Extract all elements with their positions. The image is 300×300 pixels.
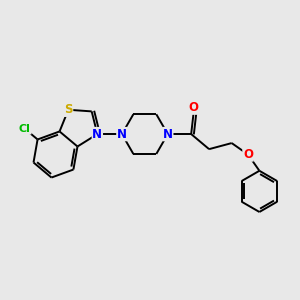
Text: Cl: Cl [19, 124, 31, 134]
Text: O: O [189, 101, 199, 114]
Text: N: N [92, 128, 102, 141]
Text: O: O [243, 148, 253, 161]
Text: N: N [117, 128, 127, 141]
Text: N: N [163, 128, 173, 141]
Text: S: S [64, 103, 73, 116]
